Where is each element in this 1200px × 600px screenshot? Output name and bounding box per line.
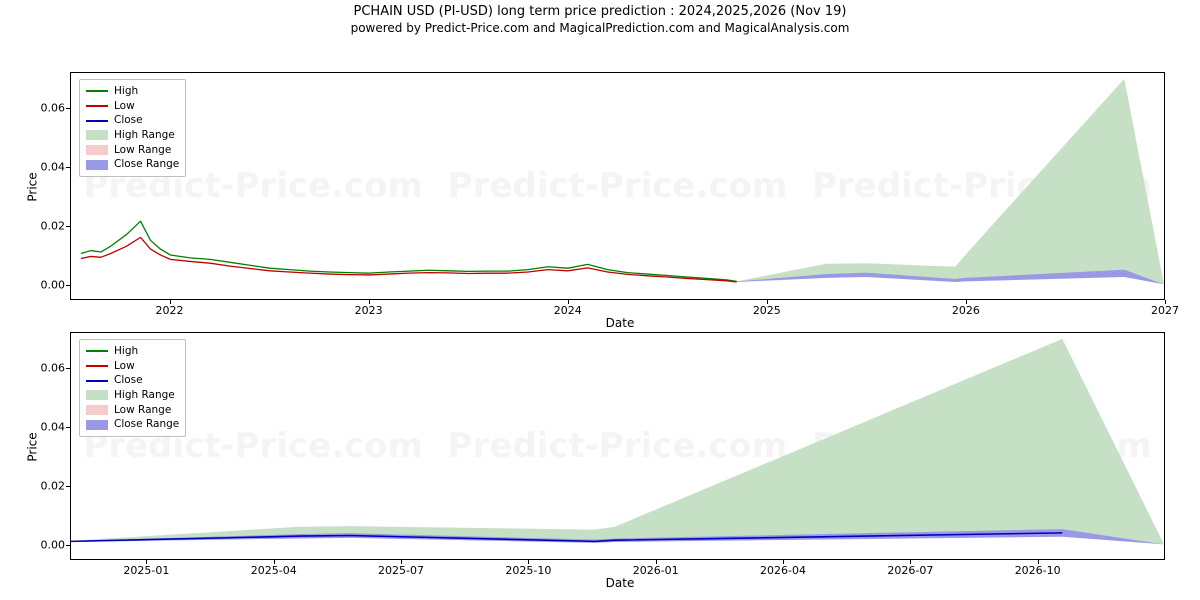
y-tick-label: 0.04 xyxy=(5,420,65,433)
legend-label: Low xyxy=(114,359,135,374)
legend-swatch xyxy=(86,160,108,170)
legend-item: Close Range xyxy=(86,417,179,432)
x-tick-label: 2026-07 xyxy=(887,564,933,577)
y-tick-label: 0.06 xyxy=(5,361,65,374)
legend-label: Close xyxy=(114,113,143,128)
legend-item: High xyxy=(86,84,179,99)
legend-swatch xyxy=(86,350,108,352)
x-tick-label: 2025-01 xyxy=(123,564,169,577)
y-tick-label: 0.02 xyxy=(5,219,65,232)
x-tick-label: 2027 xyxy=(1151,304,1179,317)
legend-swatch xyxy=(86,130,108,140)
legend-label: Low xyxy=(114,99,135,114)
legend-item: Close xyxy=(86,373,179,388)
y-tick-label: 0.06 xyxy=(5,101,65,114)
x-tick-label: 2025-07 xyxy=(378,564,424,577)
legend-item: High xyxy=(86,344,179,359)
legend-swatch xyxy=(86,145,108,155)
legend-label: High xyxy=(114,84,138,99)
y-tick-label: 0.00 xyxy=(5,539,65,552)
y-tick-label: 0.04 xyxy=(5,160,65,173)
legend-swatch xyxy=(86,405,108,415)
legend-item: Low Range xyxy=(86,403,179,418)
x-tick-label: 2026 xyxy=(952,304,980,317)
y-axis-label-1: Price xyxy=(26,172,40,201)
legend-swatch xyxy=(86,90,108,92)
legend-swatch xyxy=(86,380,108,382)
chart-panel-2: Predict-Price.com Predict-Price.com Pred… xyxy=(70,332,1165,560)
legend-item: High Range xyxy=(86,128,179,143)
legend-label: High Range xyxy=(114,128,175,143)
chart-legend: HighLowCloseHigh RangeLow RangeClose Ran… xyxy=(79,339,186,437)
legend-label: High Range xyxy=(114,388,175,403)
x-tick-label: 2026-10 xyxy=(1015,564,1061,577)
legend-label: Close xyxy=(114,373,143,388)
legend-label: Close Range xyxy=(114,417,179,432)
legend-label: Low Range xyxy=(114,403,171,418)
legend-swatch xyxy=(86,120,108,122)
legend-item: Low Range xyxy=(86,143,179,158)
x-tick-label: 2025 xyxy=(753,304,781,317)
legend-item: Close xyxy=(86,113,179,128)
x-tick-label: 2022 xyxy=(156,304,184,317)
legend-item: Low xyxy=(86,99,179,114)
legend-swatch xyxy=(86,365,108,367)
x-tick-label: 2023 xyxy=(355,304,383,317)
y-tick-label: 0.00 xyxy=(5,279,65,292)
y-tick-label: 0.02 xyxy=(5,479,65,492)
legend-item: High Range xyxy=(86,388,179,403)
x-tick-label: 2025-10 xyxy=(505,564,551,577)
y-axis-label-2: Price xyxy=(26,432,40,461)
legend-item: Low xyxy=(86,359,179,374)
chart-title: PCHAIN USD (PI-USD) long term price pred… xyxy=(0,4,1200,19)
chart-legend: HighLowCloseHigh RangeLow RangeClose Ran… xyxy=(79,79,186,177)
x-axis-label-1: Date xyxy=(570,316,670,330)
legend-label: High xyxy=(114,344,138,359)
chart-subtitle: powered by Predict-Price.com and Magical… xyxy=(0,21,1200,35)
x-tick-label: 2026-04 xyxy=(760,564,806,577)
chart-panel-1: Predict-Price.com Predict-Price.com Pred… xyxy=(70,72,1165,300)
chart-1-svg xyxy=(71,73,1164,299)
x-tick-label: 2025-04 xyxy=(251,564,297,577)
legend-label: Close Range xyxy=(114,157,179,172)
x-axis-label-2: Date xyxy=(570,576,670,590)
chart-2-svg xyxy=(71,333,1164,559)
x-tick-label: 2026-01 xyxy=(633,564,679,577)
legend-label: Low Range xyxy=(114,143,171,158)
legend-swatch xyxy=(86,105,108,107)
legend-swatch xyxy=(86,420,108,430)
x-tick-label: 2024 xyxy=(554,304,582,317)
legend-item: Close Range xyxy=(86,157,179,172)
legend-swatch xyxy=(86,390,108,400)
